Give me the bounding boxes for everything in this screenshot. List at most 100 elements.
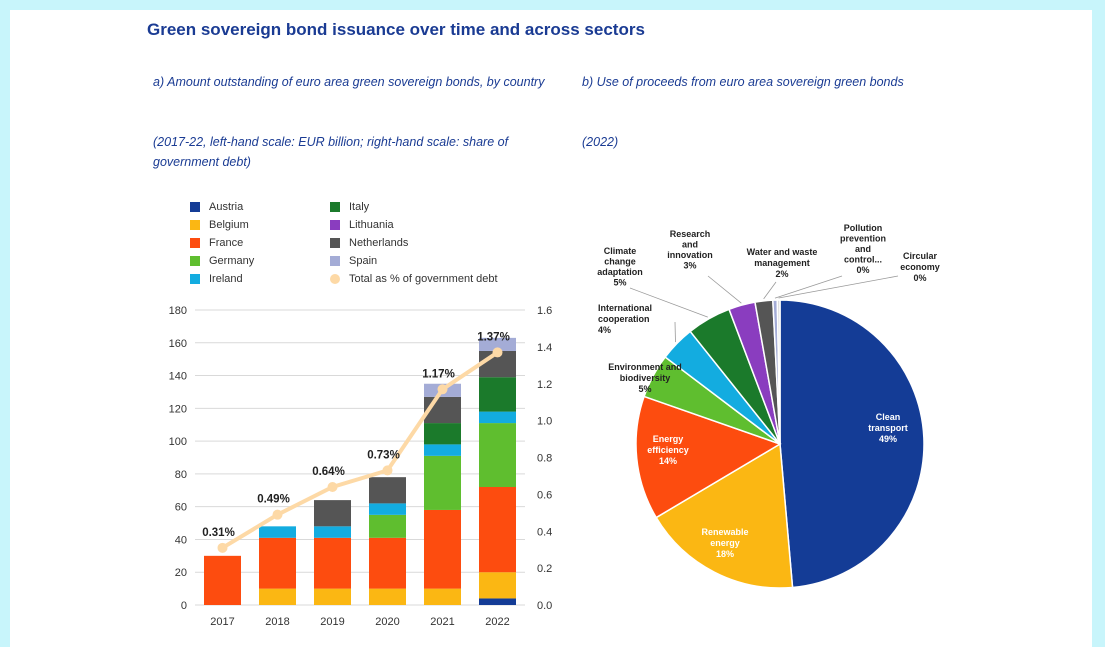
line-series xyxy=(221,350,499,550)
pie-label: 0% xyxy=(913,273,926,283)
pie-label: Pollution xyxy=(844,223,883,233)
pie-leader-line xyxy=(778,275,899,299)
pie-label: economy xyxy=(900,262,940,272)
y2-tick-label: 1.4 xyxy=(537,342,552,354)
pie-label: Energy xyxy=(653,434,684,444)
pie-label: cooperation xyxy=(598,314,650,324)
line-point xyxy=(327,482,338,492)
legend-swatch xyxy=(330,219,340,230)
bar-chart-legend: Austria Italy Belgium Lithuania France Nether… xyxy=(190,198,550,287)
figure-title: Green sovereign bond issuance over time … xyxy=(147,20,645,39)
legend-label: Belgium xyxy=(209,218,249,231)
line-point xyxy=(382,465,393,476)
line-point xyxy=(272,509,283,520)
x-tick-label: 2020 xyxy=(375,616,399,627)
legend-swatch xyxy=(330,273,340,284)
pie-slice xyxy=(776,299,781,445)
y2-tick-label: 0.2 xyxy=(537,563,552,575)
bar-segment xyxy=(204,555,241,605)
pie-label: energy xyxy=(710,538,740,548)
legend-swatch xyxy=(190,273,200,284)
legend-label: France xyxy=(209,236,244,249)
pie-label: Clean xyxy=(876,412,901,422)
x-tick-label: 2019 xyxy=(320,616,344,627)
y-tick-label: 140 xyxy=(169,371,187,383)
x-tick-label: 2021 xyxy=(430,616,454,627)
bar-segment xyxy=(314,500,351,527)
bar-segment xyxy=(369,588,406,605)
y-tick-label: 80 xyxy=(175,469,187,481)
bar-segment xyxy=(479,487,516,573)
bar-segment xyxy=(479,411,516,424)
panel-b-units: (2022) xyxy=(582,135,619,149)
pie-label: and xyxy=(855,244,871,254)
pie-label: 3% xyxy=(683,261,696,271)
legend-item: Italy xyxy=(330,198,550,215)
y-tick-label: 100 xyxy=(169,436,187,448)
pie-label: 5% xyxy=(613,278,626,288)
x-tick-label: 2017 xyxy=(210,616,234,627)
y-tick-label: 180 xyxy=(169,305,187,317)
line-data-label: 0.73% xyxy=(367,449,400,461)
pie-label: Renewable xyxy=(701,527,748,537)
pie-leader-line xyxy=(629,287,708,318)
bar-segment xyxy=(369,537,406,589)
pie-label: innovation xyxy=(667,250,713,260)
pie-leader-line xyxy=(774,275,843,299)
y2-tick-label: 1.0 xyxy=(537,416,552,428)
line-data-label: 0.64% xyxy=(312,466,345,478)
bar-segment xyxy=(314,526,351,538)
pie-label: biodiversity xyxy=(620,373,671,383)
figure-panel: Green sovereign bond issuance over time … xyxy=(10,10,1092,647)
pie-label: 18% xyxy=(716,549,734,559)
bar-segment xyxy=(424,455,461,510)
legend-swatch xyxy=(330,255,340,266)
y2-tick-label: 0.8 xyxy=(537,453,552,465)
pie-label: Climate xyxy=(604,246,637,256)
pie-label: 2% xyxy=(775,269,788,279)
bar-segment xyxy=(369,477,406,504)
pie-leader-line xyxy=(763,281,777,300)
bar-segment xyxy=(259,526,296,538)
line-point xyxy=(492,347,503,358)
legend-label: Spain xyxy=(349,254,378,267)
bar-segment xyxy=(424,509,461,589)
legend-item: Spain xyxy=(330,252,550,269)
y-tick-label: 40 xyxy=(175,534,187,546)
legend-item: France xyxy=(190,234,330,251)
pie-slice xyxy=(655,442,794,589)
legend-label: Austria xyxy=(209,200,244,213)
legend-item: Total as % of government debt xyxy=(330,270,550,287)
pie-label: adaptation xyxy=(597,267,643,277)
pie-slice xyxy=(779,299,925,589)
legend-label: Netherlands xyxy=(349,236,409,249)
legend-swatch xyxy=(330,201,340,212)
pie-label: control... xyxy=(844,255,882,265)
bar-segment xyxy=(314,537,351,589)
pie-label: 0% xyxy=(856,265,869,275)
bar-segment xyxy=(479,598,516,605)
y2-tick-label: 0.4 xyxy=(537,526,552,538)
bar-segment xyxy=(259,588,296,605)
legend-item: Lithuania xyxy=(330,216,550,233)
line-point xyxy=(217,542,228,553)
line-data-label: 0.31% xyxy=(202,527,235,539)
pie-label: International xyxy=(598,303,652,313)
legend-swatch xyxy=(190,237,200,248)
y-tick-label: 60 xyxy=(175,502,187,514)
pie-label: prevention xyxy=(840,234,886,244)
panel-a-subtitle: a) Amount outstanding of euro area green… xyxy=(153,75,545,89)
pie-label: Environment and xyxy=(608,362,682,372)
bar-segment xyxy=(424,423,461,445)
line-data-label: 0.49% xyxy=(257,494,290,506)
pie-label: Water and waste xyxy=(747,247,818,257)
line-point xyxy=(437,384,448,395)
bar-segment xyxy=(479,337,516,351)
pie-label: efficiency xyxy=(647,445,689,455)
bar-segment xyxy=(479,377,516,412)
y2-tick-label: 1.6 xyxy=(537,305,552,317)
legend-swatch xyxy=(190,201,200,212)
line-data-label: 1.17% xyxy=(422,368,455,380)
y-tick-label: 160 xyxy=(169,338,187,350)
